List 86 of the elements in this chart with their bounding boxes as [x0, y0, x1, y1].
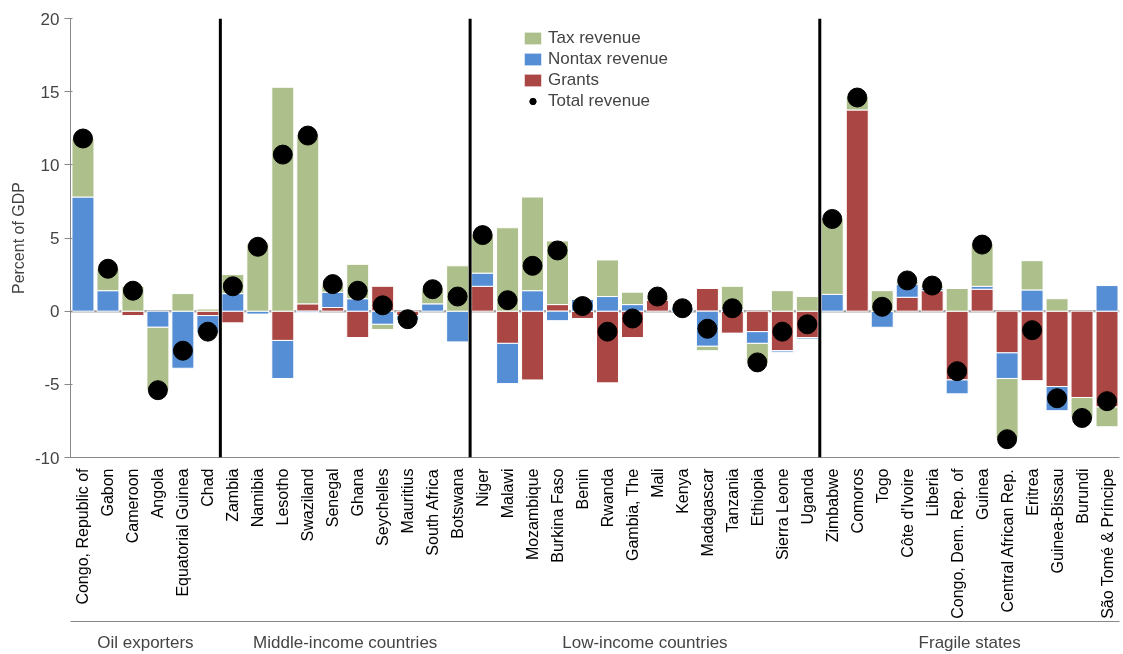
x-tick-label: Malawi: [499, 468, 517, 519]
x-tick-label: Senegal: [324, 468, 342, 528]
y-tick-label: 0: [50, 302, 60, 322]
x-tick-label: Guinea-Bissau: [1048, 468, 1066, 574]
x-tick-label: Niger: [474, 467, 492, 507]
point: [472, 225, 493, 246]
x-tick-label: South Africa: [424, 469, 442, 556]
x-tick-label: Central African Rep.: [998, 469, 1016, 613]
point: [497, 290, 518, 311]
x-tick-label: Tanzania: [723, 468, 741, 533]
y-tick-label: -10: [34, 448, 60, 468]
x-tick-label: Côte d'Ivoire: [898, 468, 916, 558]
x-tick-label: Congo, Republic of: [74, 467, 92, 605]
x-tick-label: Liberia: [923, 468, 941, 517]
y-axis-title: Percent of GDP: [9, 181, 27, 295]
point: [97, 258, 118, 279]
x-tick-label: Togo: [873, 468, 891, 504]
point: [972, 234, 993, 255]
x-tick-label: Madagascar: [698, 467, 716, 557]
point: [947, 361, 968, 382]
point: [1097, 391, 1118, 412]
point: [897, 270, 918, 291]
point: [522, 255, 543, 276]
point: [1072, 408, 1093, 428]
y-tick-label: 10: [40, 155, 60, 175]
x-tick-label: Equatorial Guinea: [174, 468, 192, 597]
point: [747, 352, 768, 373]
x-tick-label: Zambia: [224, 468, 242, 522]
x-tick-label: Mali: [648, 468, 666, 498]
x-tick-label: Guinea: [973, 468, 991, 521]
x-tick-label: Sierra Leone: [773, 468, 791, 561]
x-tick-label: Swaziland: [299, 468, 317, 542]
x-tick-label: Benin: [574, 468, 592, 510]
x-tick-label: Cameroon: [124, 468, 142, 544]
legend-label: Nontax revenue: [547, 49, 669, 69]
point: [672, 298, 693, 319]
x-tick-label: Kenya: [673, 468, 691, 514]
point: [297, 125, 318, 146]
point: [72, 128, 93, 149]
legend-label: Total revenue: [547, 91, 651, 111]
x-tick-label: Botswana: [449, 468, 467, 539]
x-tick-label: Zimbabwe: [823, 468, 841, 543]
text: Low-income countries: [562, 632, 728, 652]
x-tick-label: Comoros: [848, 468, 866, 534]
point: [197, 321, 218, 342]
x-tick-label: Ethiopia: [748, 468, 766, 527]
text: Oil exporters: [97, 632, 194, 652]
x-tick-label: Rwanda: [598, 468, 616, 528]
point: [272, 144, 293, 165]
legend-label: Grants: [547, 70, 600, 90]
point: [147, 380, 168, 401]
x-tick-label: Uganda: [798, 468, 816, 525]
y-tick-label: -5: [44, 375, 60, 395]
point: [547, 240, 568, 261]
x-tick-label: Burundi: [1073, 468, 1091, 524]
x-tick-label: Namibia: [249, 468, 267, 528]
x-tick-label: Mozambique: [524, 468, 542, 561]
point: [822, 209, 843, 229]
text: Fragile states: [918, 632, 1021, 652]
x-tick-label: Angola: [149, 468, 167, 519]
point: [572, 296, 593, 317]
point: [422, 279, 443, 300]
x-tick-label: São Tomé & Príncipe: [1098, 468, 1116, 619]
point: [722, 298, 743, 319]
text: Middle-income countries: [253, 632, 438, 652]
x-tick-label: Gambia, The: [623, 468, 641, 561]
x-tick-label: Seychelles: [374, 468, 392, 546]
point: [872, 296, 893, 317]
x-tick-label: Congo, Dem. Rep. of: [948, 467, 966, 619]
x-tick-label: Ghana: [349, 468, 367, 517]
x-tick-label: Lesotho: [274, 468, 292, 526]
x-tick-label: Gabon: [99, 468, 117, 517]
legend-label: Tax revenue: [547, 28, 641, 48]
x-tick-label: Chad: [199, 468, 217, 507]
y-tick-label: 20: [40, 9, 60, 29]
point: [1022, 320, 1043, 341]
point: [847, 87, 868, 108]
x-tick-label: Mauritius: [399, 468, 417, 534]
x-tick-label: Burkina Faso: [549, 468, 567, 563]
point: [997, 429, 1018, 450]
y-tick-label: 15: [40, 82, 60, 102]
x-tick-label: Eritrea: [1023, 468, 1041, 516]
point: [322, 274, 343, 295]
point: [247, 236, 268, 257]
point: [597, 321, 618, 342]
y-tick-label: 5: [50, 229, 60, 248]
